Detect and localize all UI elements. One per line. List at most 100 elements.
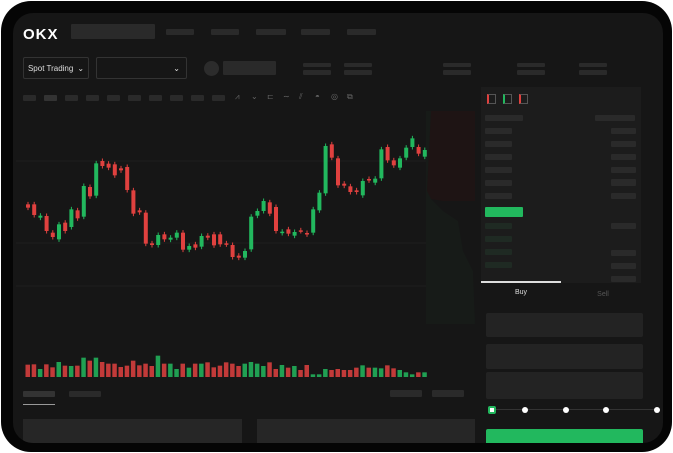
orderbook-header <box>595 115 635 121</box>
buy-button[interactable] <box>486 429 643 443</box>
volume-bar <box>391 368 396 377</box>
candle <box>416 144 421 157</box>
interval-button[interactable] <box>23 95 36 101</box>
ask-price <box>485 193 512 199</box>
candle <box>230 242 235 260</box>
bids-icon[interactable] <box>503 94 512 104</box>
tab-open-orders[interactable] <box>23 391 55 397</box>
stat-value <box>517 70 545 75</box>
indicator-icon[interactable]: ⌄ <box>251 92 258 101</box>
stat-value <box>303 70 331 75</box>
tab-order-history[interactable] <box>69 391 101 397</box>
volume-bar <box>254 363 260 377</box>
search-bar[interactable] <box>71 24 155 39</box>
template-icon[interactable]: ⊏ <box>267 92 274 101</box>
volume-bar <box>230 363 235 377</box>
amount-slider[interactable] <box>489 409 656 410</box>
nav-item[interactable] <box>256 29 286 35</box>
candle <box>137 207 142 215</box>
assets-panel <box>257 419 475 443</box>
candle <box>292 229 297 239</box>
volume-bar <box>217 365 223 377</box>
bid-amount <box>611 263 636 269</box>
volume-bar <box>310 374 316 377</box>
candle <box>187 243 192 253</box>
spot-trading-label: Spot Trading <box>27 63 74 73</box>
stat-label <box>443 63 471 67</box>
candle-body <box>218 234 223 245</box>
slider-mark-50[interactable] <box>563 407 569 413</box>
candle-body <box>143 212 148 244</box>
pair-select[interactable]: ⌄ <box>96 57 187 79</box>
draw-icon[interactable]: ⫽ <box>299 92 303 101</box>
volume-bar <box>205 362 210 377</box>
interval-button[interactable] <box>149 95 162 101</box>
camera-icon[interactable]: ◓ <box>315 92 320 101</box>
slider-mark-25[interactable] <box>522 407 528 413</box>
candle <box>243 248 247 261</box>
candle <box>385 144 390 163</box>
bid-price <box>485 249 512 255</box>
candle-body <box>112 164 117 176</box>
interval-button[interactable] <box>107 95 120 101</box>
sell-tab[interactable]: Sell <box>597 291 609 298</box>
price-input[interactable] <box>486 313 643 337</box>
volume-bar <box>143 363 148 377</box>
filter-button[interactable] <box>390 390 422 397</box>
slider-mark-75[interactable] <box>603 407 609 413</box>
candle <box>274 204 278 234</box>
spot-trading-button[interactable]: Spot Trading ⌄ <box>23 57 89 79</box>
volume-bar <box>87 360 92 377</box>
candle-body <box>323 146 328 194</box>
slider-mark-0[interactable] <box>488 406 496 414</box>
nav-item[interactable] <box>347 29 376 35</box>
interval-button[interactable] <box>65 95 78 101</box>
total-input[interactable] <box>486 372 643 399</box>
candle-body <box>317 192 322 211</box>
nav-item[interactable] <box>166 29 194 35</box>
stat-label <box>344 63 372 67</box>
volume-bar <box>93 357 99 377</box>
ask-amount <box>611 179 636 185</box>
amount-input[interactable] <box>486 344 643 369</box>
bid-amount <box>611 250 636 256</box>
volume-bar <box>99 362 105 377</box>
interval-button[interactable] <box>170 95 183 101</box>
candle <box>193 241 198 251</box>
candle <box>305 230 309 237</box>
candle <box>125 164 130 193</box>
pair-name <box>223 61 276 75</box>
volume-bar <box>130 360 136 377</box>
interval-button[interactable] <box>191 95 204 101</box>
filter-button[interactable] <box>432 390 464 397</box>
interval-button[interactable] <box>86 95 99 101</box>
candle <box>404 145 409 161</box>
nav-item[interactable] <box>301 29 330 35</box>
candle-body <box>292 232 297 236</box>
volume-bar <box>354 367 359 377</box>
candle-body <box>367 179 371 181</box>
asks-icon[interactable] <box>519 94 528 104</box>
trend-icon[interactable]: ∼ <box>283 92 290 101</box>
line-chart-icon[interactable]: ⩘ <box>235 92 240 101</box>
interval-button[interactable] <box>44 95 57 101</box>
ask-amount <box>611 193 636 199</box>
interval-button[interactable] <box>128 95 141 101</box>
candle <box>422 147 427 160</box>
candle-body <box>106 163 111 168</box>
candle <box>218 231 223 247</box>
both-sides-icon[interactable] <box>487 94 496 104</box>
slider-mark-100[interactable] <box>654 407 660 413</box>
candle <box>32 201 37 218</box>
interval-button[interactable] <box>212 95 225 101</box>
buy-tab[interactable]: Buy <box>514 289 528 296</box>
volume-bar <box>335 369 340 377</box>
nav-item[interactable] <box>211 29 239 35</box>
ask-amount <box>611 141 636 147</box>
volume-bar <box>261 366 266 377</box>
candlestick-chart[interactable] <box>13 111 478 391</box>
buy-tab-underline <box>481 281 561 283</box>
settings-icon[interactable]: ◎ <box>331 92 338 101</box>
fullscreen-icon[interactable]: ⧉ <box>347 92 353 101</box>
